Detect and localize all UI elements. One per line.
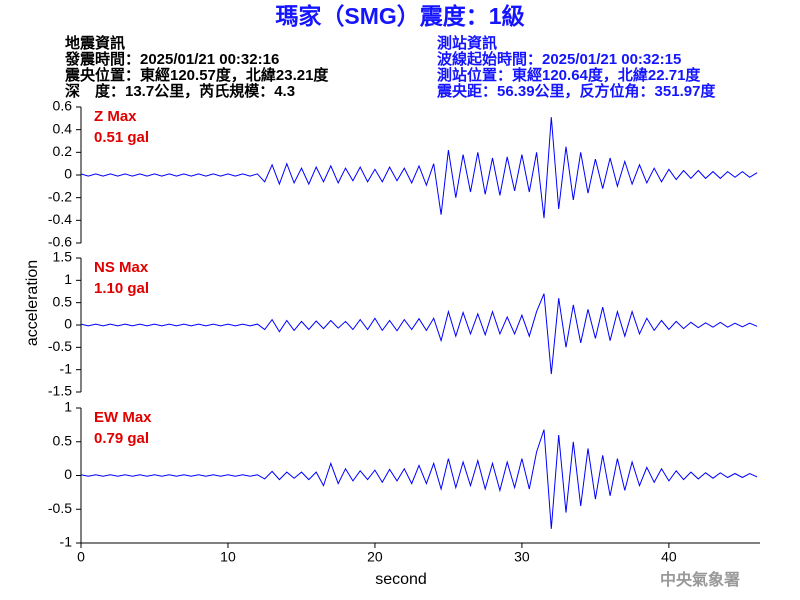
- y-tick-label: 0: [64, 466, 72, 482]
- x-tick-label: 10: [220, 549, 236, 565]
- y-tick-label: 0.5: [53, 293, 73, 309]
- trace: [80, 117, 758, 219]
- y-tick-label: -1.5: [48, 383, 72, 399]
- max-label: 1.10 gal: [94, 280, 149, 297]
- max-label: NS Max: [94, 259, 149, 276]
- title: 瑪家（SMG）震度：1級: [275, 3, 524, 29]
- x-tick-label: 40: [661, 549, 677, 565]
- info-right: 測站位置：東經120.64度，北緯22.71度: [437, 66, 701, 84]
- y-tick-label: -1: [60, 534, 73, 550]
- y-tick-label: -0.6: [48, 234, 72, 250]
- y-tick-label: 0.2: [53, 143, 73, 159]
- y-axis-label: acceleration: [24, 260, 41, 346]
- y-tick-label: 0: [64, 316, 72, 332]
- info-left: 深 度：13.7公里，芮氏規模：4.3: [65, 82, 295, 100]
- agency: 中央氣象署: [660, 570, 740, 589]
- y-tick-label: 1: [64, 399, 72, 415]
- x-tick-label: 30: [514, 549, 530, 565]
- trace: [80, 293, 758, 375]
- y-tick-label: 1: [64, 271, 72, 287]
- max-label: EW Max: [94, 409, 152, 426]
- info-left: 震央位置：東經120.57度，北緯23.21度: [65, 66, 329, 84]
- y-tick-label: 0.5: [53, 432, 73, 448]
- y-tick-label: -0.4: [48, 211, 72, 227]
- trace: [80, 429, 758, 529]
- max-label: Z Max: [94, 108, 137, 125]
- info-left: 發震時間：2025/01/21 00:32:16: [64, 50, 279, 68]
- x-axis-label: second: [375, 571, 427, 588]
- info-right: 波線起始時間：2025/01/21 00:32:15: [437, 50, 681, 68]
- max-label: 0.79 gal: [94, 430, 149, 447]
- x-tick-label: 20: [367, 549, 383, 565]
- x-tick-label: 0: [77, 549, 85, 565]
- y-tick-label: 0.6: [53, 98, 73, 114]
- info-right: 震央距：56.39公里，反方位角：351.97度: [437, 82, 716, 100]
- info-right: 測站資訊: [437, 34, 497, 52]
- y-tick-label: -0.2: [48, 188, 72, 204]
- y-tick-label: -0.5: [48, 500, 72, 516]
- y-tick-label: 0: [64, 166, 72, 182]
- y-tick-label: 0.4: [53, 120, 73, 136]
- info-left: 地震資訊: [65, 34, 125, 52]
- y-tick-label: 1.5: [53, 249, 73, 265]
- y-tick-label: -1: [60, 360, 73, 376]
- max-label: 0.51 gal: [94, 129, 149, 146]
- y-tick-label: -0.5: [48, 338, 72, 354]
